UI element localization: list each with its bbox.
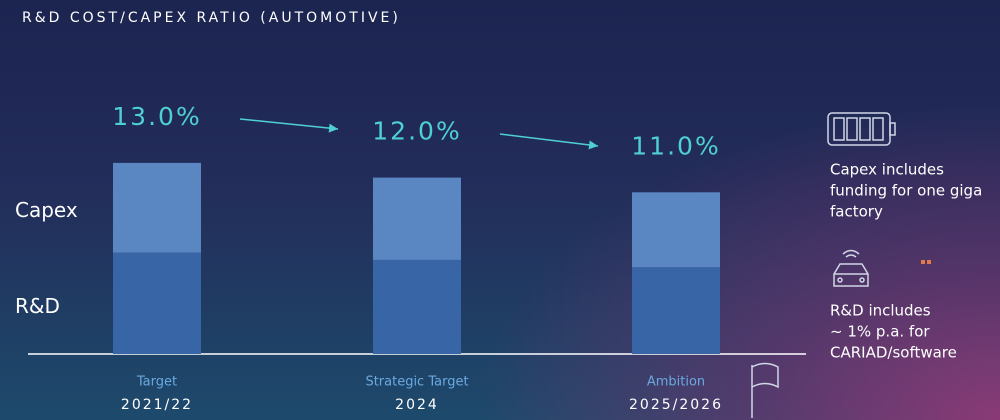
bar-segment [113, 252, 201, 354]
bar-segment [373, 177, 461, 260]
note-line: ~ 1% p.a. for [830, 323, 930, 341]
battery-icon [827, 112, 896, 146]
decor-dot [921, 260, 925, 264]
note-line: Capex includes [830, 161, 944, 179]
chart-title: R&D COST/CAPEX RATIO (AUTOMOTIVE) [22, 10, 401, 26]
x-tick-label: Strategic Target [365, 375, 468, 390]
bar-segment [632, 192, 720, 268]
x-tick-label: Target [136, 375, 177, 390]
total-label: 13.0% [112, 102, 201, 131]
bar-segment [632, 267, 720, 354]
trend-arrow [499, 133, 599, 150]
bar-segment [113, 162, 201, 253]
period-label: 2025/2026 [629, 397, 723, 413]
note-line: factory [830, 203, 883, 221]
decor-dot [927, 260, 931, 264]
note-line: R&D includes [830, 302, 931, 320]
period-label: 2021/22 [121, 397, 193, 413]
legend-label: Capex [15, 198, 78, 222]
x-tick-label: Ambition [647, 375, 705, 390]
total-label: 12.0% [372, 117, 461, 146]
car-icon [833, 249, 869, 287]
total-label: 11.0% [631, 131, 720, 160]
trend-arrow [239, 118, 339, 133]
legend-label: R&D [15, 294, 60, 318]
bar-segment [373, 259, 461, 354]
note-line: CARIAD/software [830, 344, 957, 362]
period-label: 2024 [395, 397, 439, 413]
flag-icon [751, 362, 779, 418]
note-line: funding for one giga [830, 182, 982, 200]
